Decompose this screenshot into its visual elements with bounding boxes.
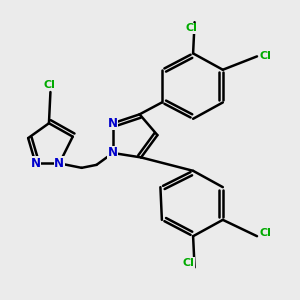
Text: Cl: Cl bbox=[183, 258, 195, 268]
Text: Cl: Cl bbox=[186, 23, 197, 33]
Text: N: N bbox=[108, 117, 118, 130]
Text: Cl: Cl bbox=[260, 228, 272, 238]
Text: N: N bbox=[31, 157, 40, 170]
Text: N: N bbox=[54, 157, 64, 170]
Text: Cl: Cl bbox=[260, 51, 272, 62]
Text: Cl: Cl bbox=[43, 80, 55, 90]
Text: N: N bbox=[108, 146, 118, 160]
